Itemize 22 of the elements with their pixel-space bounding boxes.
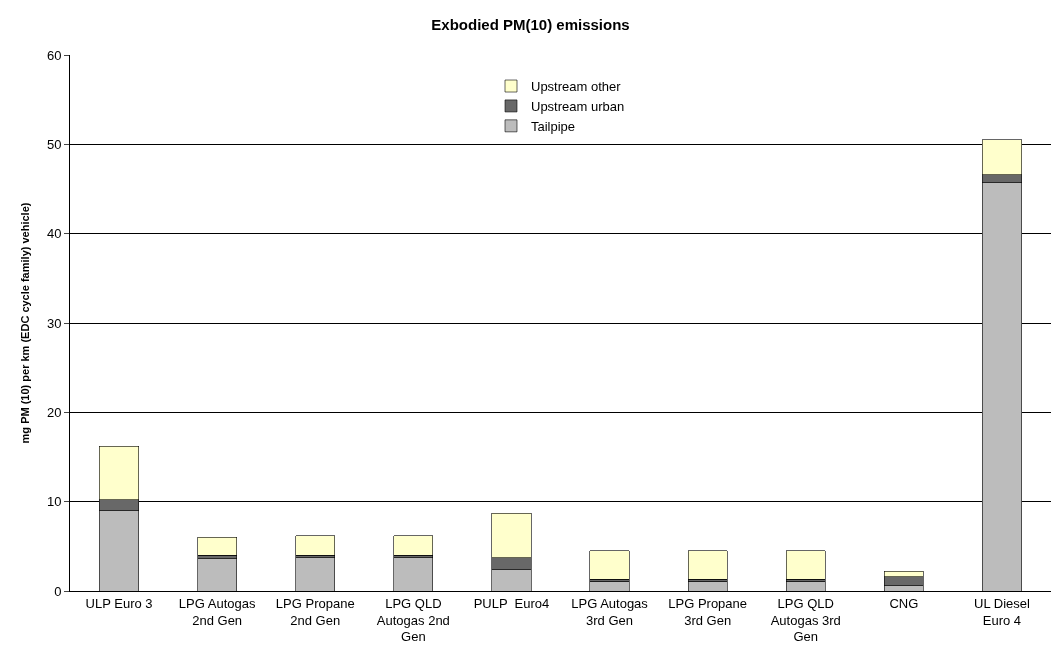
x-tick-label: CNG [889, 595, 919, 611]
legend-label: Upstream other [531, 79, 622, 95]
y-tick-label: 50 [46, 136, 62, 152]
x-tick-label: LPG QLD Autogas 2nd Gen [376, 595, 450, 645]
x-tick-label: UL Diesel Euro 4 [974, 595, 1030, 628]
legend-label: Upstream urban [531, 99, 625, 114]
x-tick-label: LPG Propane 3rd Gen [668, 595, 748, 628]
x-tick-label: LPG Propane 2nd Gen [275, 595, 355, 628]
y-axis-title: mg PM (10) per km (EDC cycle family) vehicle) [18, 202, 31, 444]
x-tick-label: LPG Autogas 2nd Gen [178, 595, 256, 628]
x-tick-label: ULP Euro 3 [85, 595, 153, 611]
y-tick-label: 30 [46, 315, 62, 331]
x-tick-label: PULP Euro4 [473, 595, 550, 611]
legend-label: Tailpipe [531, 118, 576, 134]
x-tick-label: LPG Autogas 3rd Gen [571, 595, 649, 628]
y-tick-label: 40 [46, 226, 62, 242]
y-tick-label: 60 [46, 47, 62, 63]
chart-title: Exbodied PM(10) emissions [431, 16, 630, 34]
x-tick-label: LPG QLD Autogas 3rd Gen [770, 595, 841, 645]
y-tick-label: 0 [54, 583, 62, 599]
y-tick-label: 20 [46, 404, 62, 420]
y-tick-label: 10 [46, 494, 62, 510]
